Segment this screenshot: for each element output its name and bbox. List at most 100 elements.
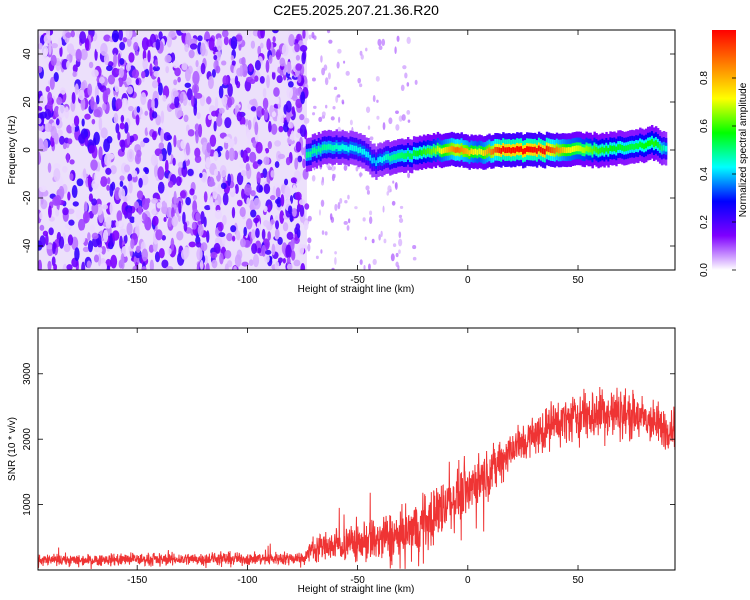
heatmap-cell: [38, 105, 43, 112]
heatmap-cell: [284, 178, 289, 186]
heatmap-cell: [275, 220, 280, 230]
heatmap-cell: [381, 157, 384, 163]
heatmap-cell: [347, 146, 350, 153]
heatmap-cell: [346, 224, 350, 231]
x-tick-label: -50: [350, 275, 365, 286]
heatmap-cell: [136, 149, 142, 158]
heatmap-cell: [334, 203, 338, 212]
heatmap-cell: [366, 189, 370, 195]
heatmap-cell: [39, 212, 43, 220]
heatmap-cell: [195, 212, 201, 222]
heatmap-cell: [218, 112, 222, 120]
heatmap-cell: [442, 147, 446, 154]
heatmap-cell: [87, 232, 91, 241]
heatmap-cell: [157, 181, 165, 194]
heatmap-cell: [621, 144, 624, 151]
heatmap-cell: [555, 146, 559, 153]
heatmap-cell: [377, 38, 382, 47]
heatmap-cell: [208, 37, 215, 51]
colorbar-tick-label: 0.2: [699, 215, 710, 229]
colorbar: 0.0 0.2 0.4 0.6 0.8 Normalized spectral ampl…: [699, 30, 749, 277]
heatmap-cell: [386, 191, 390, 196]
heatmap-cell: [273, 87, 280, 97]
heatmap-cell: [321, 111, 326, 117]
y-tick-label: 3000: [22, 362, 33, 385]
heatmap-cell: [95, 95, 100, 105]
snr-y-axis-label: SNR (10 * v/v): [7, 417, 18, 481]
heatmap-cell: [123, 234, 128, 244]
heatmap-cell: [302, 30, 306, 39]
heatmap-cell: [74, 83, 79, 95]
heatmap-cell: [488, 147, 491, 154]
heatmap-cell: [117, 220, 123, 227]
heatmap-cell: [123, 98, 129, 110]
heatmap-cell: [354, 206, 358, 210]
heatmap-cell: [210, 251, 218, 259]
heatmap-cell: [80, 97, 86, 111]
heatmap-cell: [160, 110, 165, 124]
heatmap-cell: [398, 249, 401, 254]
heatmap-cell: [263, 183, 271, 195]
heatmap-cell: [254, 121, 259, 136]
heatmap-cell: [412, 245, 417, 250]
heatmap-cell: [308, 34, 312, 40]
heatmap-cell: [126, 132, 131, 146]
heatmap-cell: [180, 248, 189, 260]
colorbar-tick-label: 0.6: [699, 119, 710, 133]
heatmap-cell: [595, 146, 598, 153]
heatmap-cell: [67, 208, 75, 215]
heatmap-cell: [253, 217, 260, 224]
heatmap-cell: [378, 45, 383, 51]
heatmap-cell: [286, 257, 291, 266]
heatmap-cell: [299, 114, 305, 121]
heatmap-cell: [166, 134, 173, 141]
heatmap-cell: [341, 143, 344, 150]
heatmap-cell: [211, 68, 216, 78]
heatmap-cell: [207, 114, 213, 121]
heatmap-cell: [173, 134, 177, 148]
heatmap-cell: [138, 177, 143, 188]
heatmap-cell: [38, 138, 44, 151]
heatmap-cell: [250, 40, 256, 49]
heatmap-cell: [126, 222, 133, 236]
heatmap-cell: [364, 236, 367, 241]
heatmap-cell: [339, 145, 342, 151]
heatmap-cell: [166, 34, 172, 48]
heatmap-cell: [265, 59, 270, 73]
heatmap-cell: [103, 34, 111, 42]
heatmap-cell: [136, 190, 144, 200]
heatmap-cell: [155, 114, 162, 126]
heatmap-cell: [114, 78, 120, 93]
heatmap-cell: [357, 147, 360, 154]
heatmap-cell: [233, 65, 238, 78]
heatmap-cell: [376, 99, 379, 103]
heatmap-cell: [174, 95, 180, 108]
heatmap-cell: [90, 159, 98, 171]
heatmap-cell: [571, 146, 575, 153]
heatmap-cell: [120, 139, 126, 153]
heatmap-cell: [502, 146, 505, 152]
heatmap-cell: [120, 253, 125, 266]
heatmap-cell: [231, 207, 236, 219]
heatmap-cell: [246, 197, 251, 207]
heatmap-cell: [543, 148, 547, 155]
heatmap-cell: [248, 30, 252, 38]
heatmap-cell: [66, 124, 73, 134]
heatmap-cell: [458, 147, 461, 154]
heatmap-cell: [227, 97, 233, 108]
heatmap-cell: [219, 252, 224, 265]
heatmap-cell: [298, 243, 305, 256]
heatmap-cell: [59, 46, 63, 57]
heatmap-cell: [239, 163, 245, 169]
heatmap-cell: [326, 163, 331, 169]
heatmap-cell: [81, 261, 86, 270]
heatmap-cell: [182, 160, 187, 170]
spectrogram-x-axis-label: Height of straight line (km): [298, 284, 415, 295]
heatmap-cell: [450, 145, 454, 152]
y-tick-label: -40: [22, 238, 33, 253]
heatmap-cell: [188, 49, 195, 59]
heatmap-cell: [245, 218, 253, 230]
heatmap-cell: [395, 154, 398, 160]
heatmap-cell: [345, 70, 350, 76]
